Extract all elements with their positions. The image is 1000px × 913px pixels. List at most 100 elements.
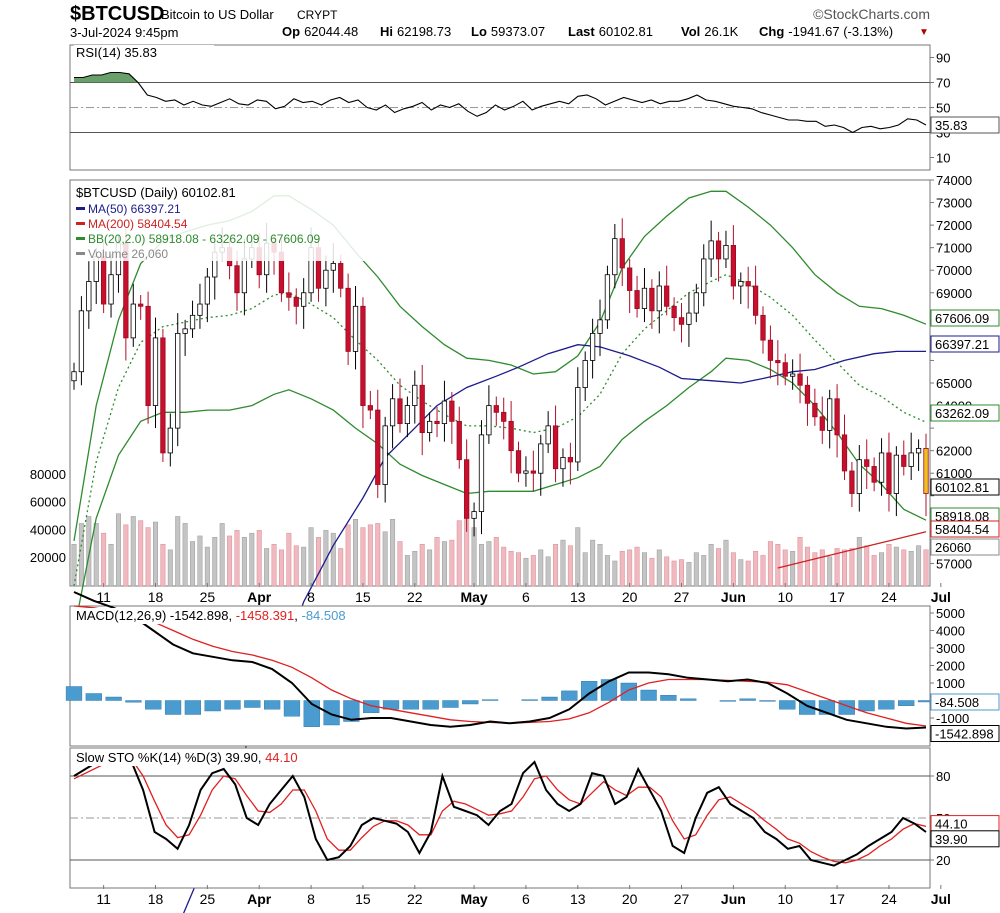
candle-body: [745, 281, 751, 287]
legend-label: MA(200) 58404.54: [88, 217, 188, 231]
volume-bar: [560, 539, 566, 587]
volume-bar: [745, 560, 751, 587]
volume-bar: [879, 552, 885, 587]
volume-bar: [893, 546, 899, 587]
volume-stat: Vol 26.1K: [681, 24, 738, 39]
price-right-label: 58918.08: [935, 509, 989, 524]
volume-bar: [101, 532, 107, 587]
candle-body: [501, 411, 507, 422]
volume-bar: [619, 550, 625, 587]
volume-bar: [782, 549, 788, 587]
last-label: Last: [568, 24, 595, 39]
macd-right-label-box: [930, 725, 1000, 743]
candle-body: [701, 258, 707, 294]
candle-body: [189, 314, 196, 330]
candle-body: [367, 405, 373, 411]
volume-bar: [760, 555, 766, 587]
last-stat: Last 60102.81: [568, 24, 653, 39]
candle-body: [78, 310, 85, 373]
volume-bar: [679, 559, 684, 587]
candle-body: [404, 405, 411, 424]
volume-bar: [434, 537, 440, 587]
x-tick-label: May: [460, 589, 487, 605]
candle-body: [382, 425, 388, 485]
volume-bar: [916, 545, 922, 587]
volume-bar: [634, 546, 640, 587]
x-tick-label: Apr: [247, 589, 272, 605]
x-tick-label: 18: [148, 589, 164, 605]
candle-body: [686, 312, 692, 325]
high-stat: Hi 62198.73: [380, 24, 451, 39]
candle-body: [589, 332, 596, 361]
chart-datetime: 3-Jul-2024 9:45pm: [70, 25, 179, 40]
x-tick-label: 15: [355, 589, 371, 605]
stockcharts-credit[interactable]: ©StockCharts.com: [813, 6, 930, 22]
x-tick-label: 11: [96, 589, 111, 605]
candle-body: [738, 281, 744, 287]
macd-histogram-bar: [422, 700, 439, 710]
candle-body: [434, 420, 440, 425]
last-value: 60102.81: [598, 24, 653, 39]
candle-body: [426, 420, 433, 434]
x-tick-label: 13: [570, 891, 586, 907]
candle-body: [204, 276, 210, 305]
macd-histogram-bar: [323, 700, 340, 726]
price-title: $BTCUSD (Daily) 60102.81: [76, 185, 236, 200]
candle-body: [552, 425, 559, 470]
rsi-last-label-box: [930, 116, 1000, 134]
price-right-label: 63262.09: [935, 406, 989, 421]
volume-bar: [138, 520, 144, 587]
volume-bar: [516, 552, 521, 587]
macd-histogram-bar: [184, 700, 202, 715]
volume-bar: [227, 535, 233, 587]
x-tick-label: 24: [881, 589, 897, 605]
macd-histogram-bar: [244, 700, 261, 708]
instrument-name: Bitcoin to US Dollar: [161, 7, 274, 22]
macd-histogram-bar: [481, 699, 499, 701]
volume-bar: [671, 560, 677, 587]
stochastic-panel: 205080Slow STO %K(14) %D(3) 39.90, 44.10…: [69, 747, 1000, 907]
candle-body: [804, 384, 811, 404]
candle-body: [656, 285, 662, 312]
candle-body: [360, 305, 366, 406]
candle-body: [130, 303, 136, 339]
candle-body: [175, 332, 181, 429]
macd-histogram-bar: [620, 682, 637, 701]
rsi-tick-label: 10: [936, 151, 950, 166]
volume-bar: [693, 552, 699, 587]
candle-body: [582, 360, 588, 388]
candle-body: [508, 420, 514, 452]
volume-bar: [182, 523, 188, 587]
change-value: -1941.67 (-3.13%): [788, 24, 894, 39]
volume-bar: [241, 537, 247, 587]
candle-body: [241, 258, 248, 294]
price-tick-label: 69000: [936, 286, 972, 301]
candle-body: [782, 362, 788, 377]
x-tick-label: Jul: [931, 891, 951, 907]
volume-bar: [479, 544, 484, 587]
x-tick-label: 27: [674, 589, 690, 605]
rsi-tick-label: 70: [936, 76, 950, 91]
volume-bar: [575, 527, 581, 587]
candle-body: [389, 398, 396, 427]
volume-bar: [790, 550, 796, 587]
x-tick-label: Jun: [721, 589, 746, 605]
exchange-label: CRYPT: [297, 8, 338, 22]
volume-bar: [908, 550, 914, 587]
price-right-label-box: [930, 404, 1000, 422]
volume-bar: [842, 549, 847, 587]
volume-bar: [530, 555, 536, 587]
candle-body: [649, 287, 655, 312]
candle-body: [530, 470, 536, 474]
candle-body: [301, 292, 307, 307]
volume-bar: [382, 531, 388, 587]
volume-bar: [590, 539, 596, 587]
candle-body: [101, 256, 107, 305]
x-tick-label: 22: [407, 589, 423, 605]
volume-bar: [523, 557, 529, 587]
candle-body: [160, 337, 166, 454]
candle-body: [449, 400, 455, 422]
volume-bar: [819, 549, 825, 587]
volume-bar: [441, 541, 447, 587]
